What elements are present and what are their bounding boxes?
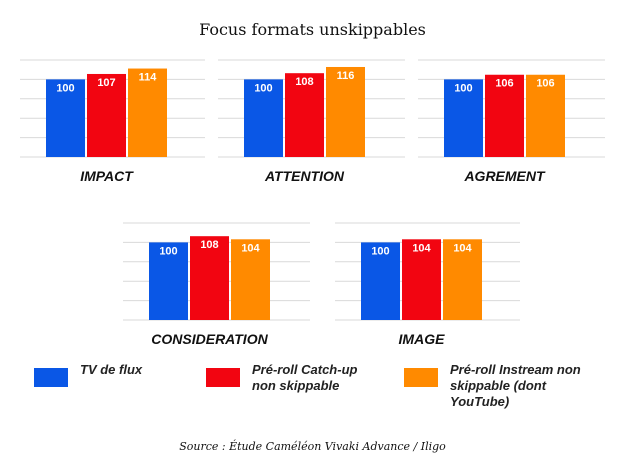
bar-consideration-2 xyxy=(190,236,229,320)
value-label-consideration-1: 100 xyxy=(159,245,177,257)
bar-agrement-2 xyxy=(485,74,524,157)
legend-swatch-tv xyxy=(34,368,68,387)
chart-title-impact: IMPACT xyxy=(80,168,134,184)
page-title: Focus formats unskippables xyxy=(199,20,426,39)
chart-title-image: IMAGE xyxy=(399,331,446,347)
legend-item-instream: Pré-roll Instream non skippable (dont Yo… xyxy=(404,362,581,410)
legend-swatch-instream xyxy=(404,368,438,387)
bar-attention-3 xyxy=(326,66,365,157)
chart-title-agrement: AGREMENT xyxy=(463,168,546,184)
source-note: Source : Étude Caméléon Vivaki Advance /… xyxy=(179,440,446,453)
value-label-impact-1: 100 xyxy=(56,82,74,94)
bar-image-1 xyxy=(361,242,400,320)
value-label-impact-3: 114 xyxy=(139,72,158,84)
chart-title-attention: ATTENTION xyxy=(264,168,345,184)
value-label-impact-2: 107 xyxy=(97,77,115,89)
value-label-consideration-2: 108 xyxy=(200,239,218,251)
chart-title-consideration: CONSIDERATION xyxy=(151,331,268,347)
value-label-agrement-2: 106 xyxy=(495,78,513,90)
chart-impact: 100 107 114 IMPACT xyxy=(20,59,205,184)
chart-agrement: 100 106 106 AGREMENT xyxy=(418,59,605,184)
bar-agrement-3 xyxy=(526,74,565,157)
legend-item-catchup: Pré-roll Catch-up non skippable xyxy=(206,362,357,394)
bar-impact-2 xyxy=(87,73,126,157)
bar-image-3 xyxy=(443,239,482,320)
chart-image: 100 104 104 IMAGE xyxy=(335,222,520,347)
bar-attention-1 xyxy=(244,79,283,157)
value-label-image-3: 104 xyxy=(453,242,472,254)
bar-impact-3 xyxy=(128,68,167,157)
legend-item-tv: TV de flux xyxy=(34,362,142,387)
legend-label-catchup: Pré-roll Catch-up non skippable xyxy=(252,362,358,393)
chart-consideration: 100 108 104 CONSIDERATION xyxy=(123,222,310,347)
value-label-agrement-3: 106 xyxy=(536,78,554,90)
bar-consideration-1 xyxy=(149,242,188,320)
bar-consideration-3 xyxy=(231,239,270,320)
legend-swatch-catchup xyxy=(206,368,240,387)
legend-label-instream: Pré-roll Instream non skippable (dont Yo… xyxy=(450,362,581,409)
legend: TV de flux Pré-roll Catch-up non skippab… xyxy=(0,362,625,422)
bar-attention-2 xyxy=(285,73,324,157)
value-label-image-1: 100 xyxy=(371,245,389,257)
value-label-attention-1: 100 xyxy=(254,82,272,94)
bar-impact-1 xyxy=(46,79,85,157)
value-label-consideration-3: 104 xyxy=(241,242,260,254)
chart-attention: 100 108 116 ATTENTION xyxy=(218,59,405,184)
value-label-attention-2: 108 xyxy=(295,76,313,88)
bar-agrement-1 xyxy=(444,79,483,157)
bar-image-2 xyxy=(402,239,441,320)
value-label-agrement-1: 100 xyxy=(454,82,472,94)
value-label-image-2: 104 xyxy=(412,242,431,254)
value-label-attention-3: 116 xyxy=(337,70,355,82)
legend-label-tv: TV de flux xyxy=(80,362,143,377)
